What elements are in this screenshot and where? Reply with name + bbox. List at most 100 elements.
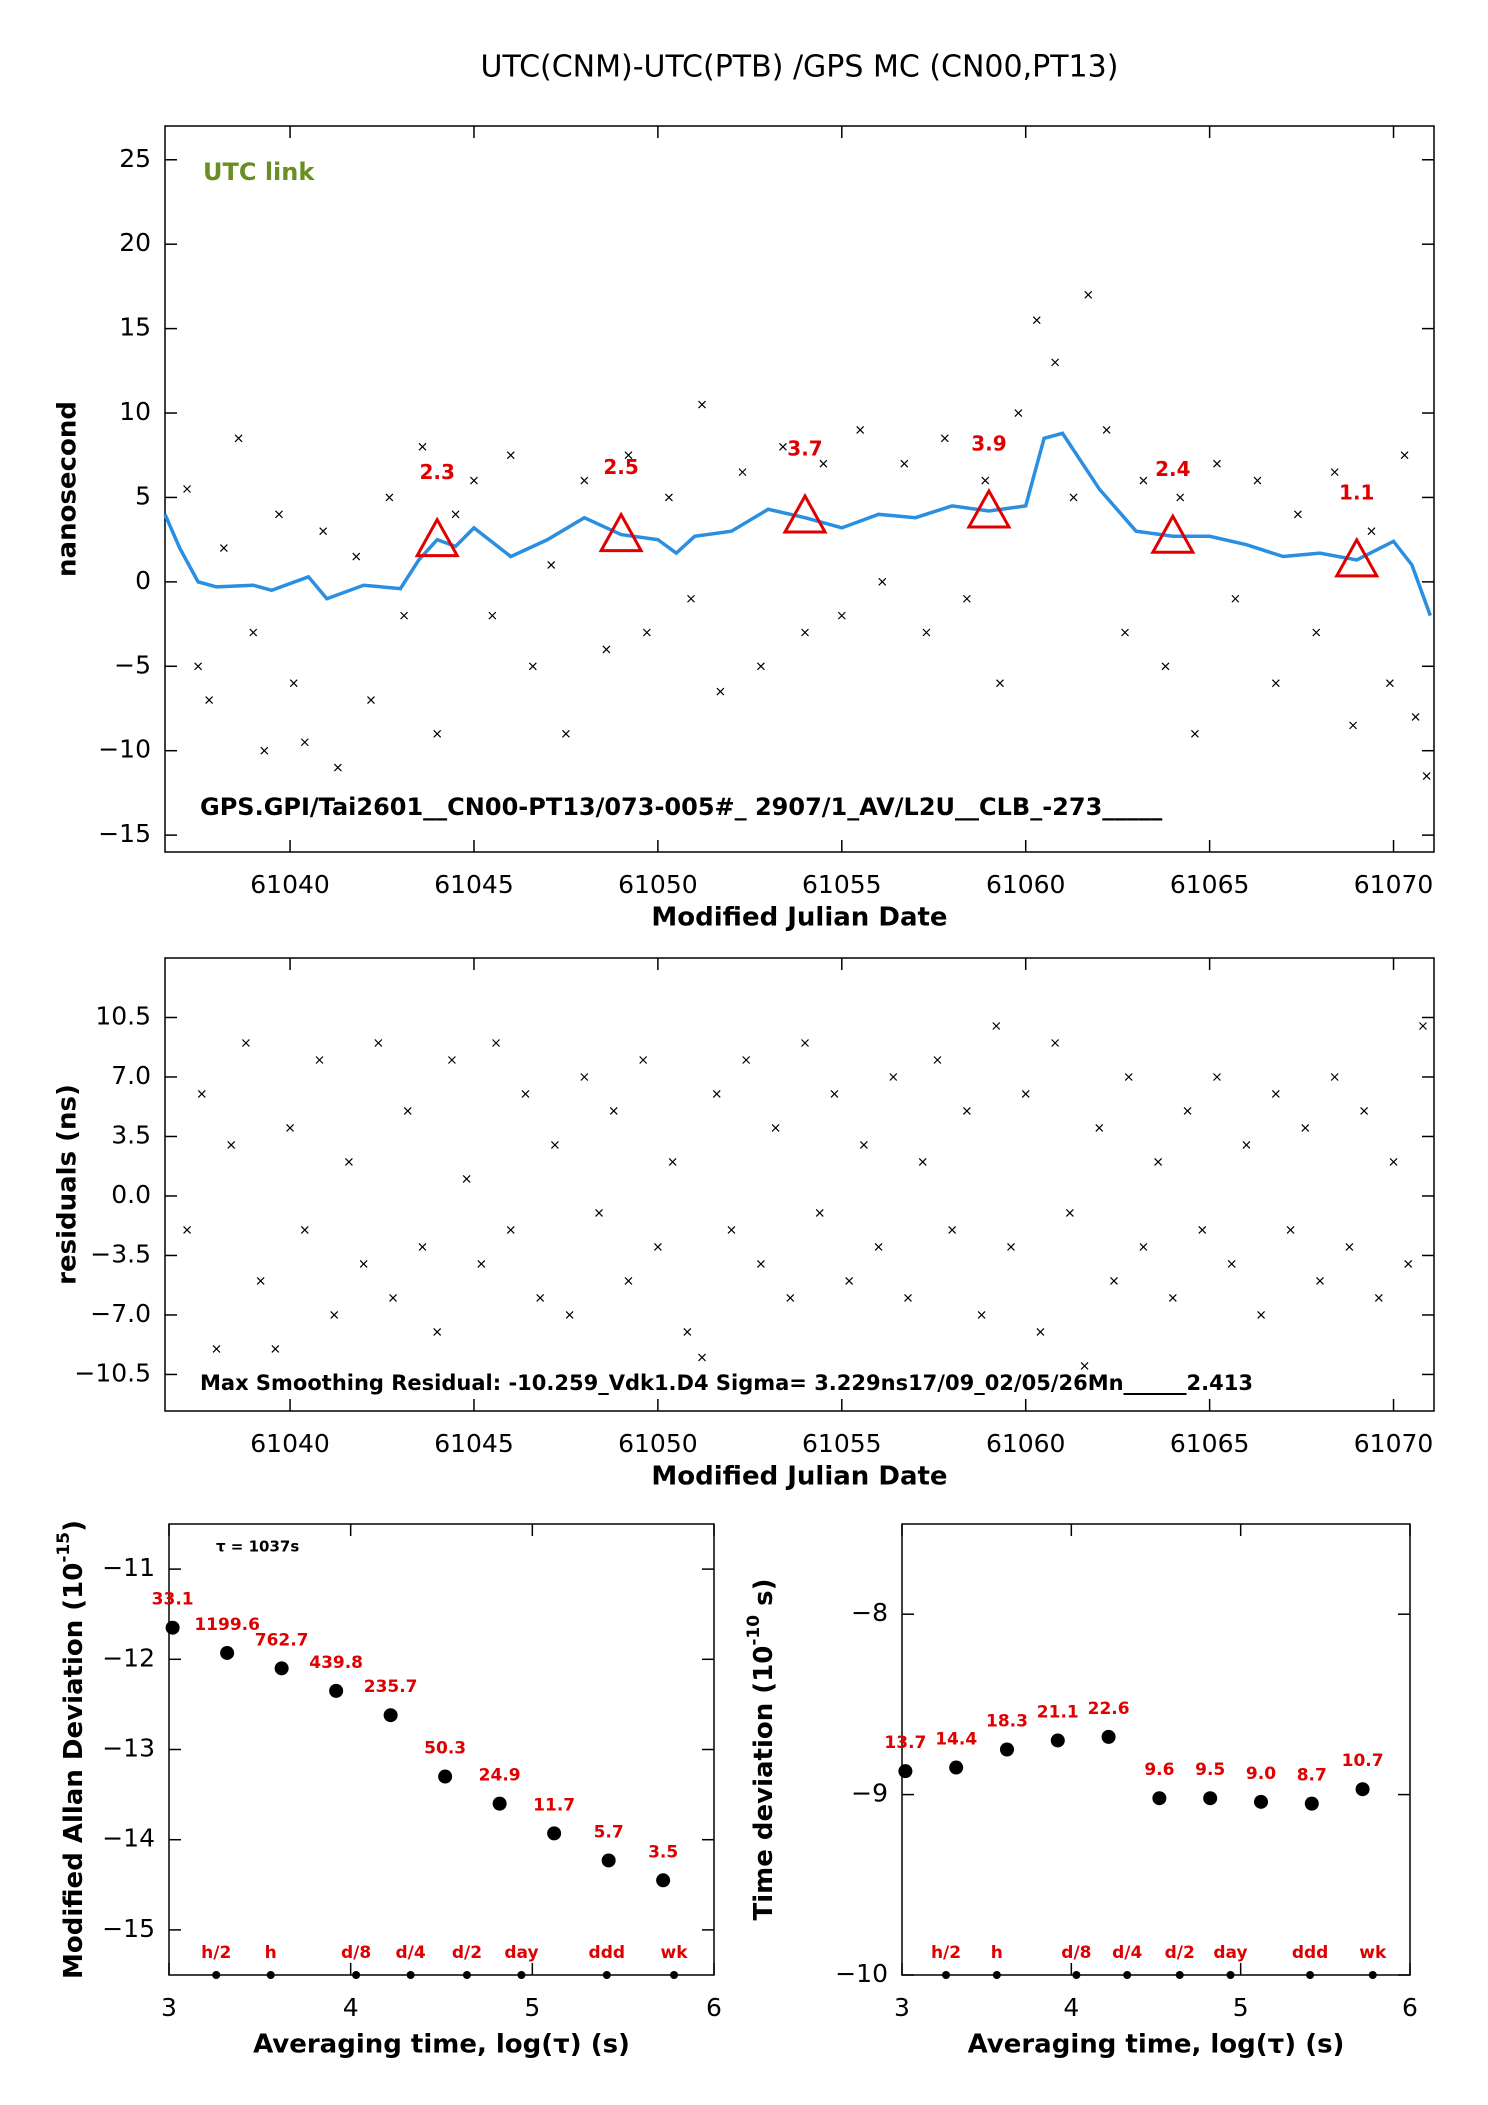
data-point: [698, 400, 706, 409]
point-label: 50.3: [424, 1739, 466, 1759]
data-point: [878, 577, 887, 586]
x-tick-label: 6: [706, 1993, 722, 2022]
data-point: [1231, 594, 1240, 603]
point-label: 235.7: [364, 1677, 418, 1697]
reference-time: [266, 1971, 275, 1979]
data-point: [330, 1311, 339, 1319]
data-point: [698, 1353, 706, 1362]
data-point: [234, 434, 243, 443]
smoothed-line: [163, 431, 1432, 617]
data-point: [1036, 1328, 1045, 1336]
data-point: [889, 1073, 898, 1081]
data-point: [819, 459, 828, 468]
data-point: [1139, 1243, 1148, 1251]
reference-time: [1306, 1971, 1315, 1979]
data-point: [918, 1158, 927, 1166]
data-point: [1271, 679, 1280, 688]
point-label: 10.7: [1342, 1751, 1384, 1771]
triangle-marker: [414, 516, 460, 558]
data-point: [1183, 1107, 1192, 1115]
triangle-marker: [966, 487, 1012, 529]
data-point: [521, 1090, 530, 1098]
data-point: [1404, 1260, 1413, 1268]
data-point: [1389, 1158, 1398, 1166]
data-point: [197, 1090, 206, 1098]
data-point: [352, 552, 361, 561]
y-tick-label: −15: [102, 1914, 155, 1943]
point-label: 1199.6: [194, 1615, 260, 1635]
reference-label: d/2: [1165, 1943, 1195, 1963]
data-point: [506, 1226, 515, 1234]
data-point: [212, 1345, 221, 1353]
data-point: [977, 1311, 986, 1319]
data-point: [727, 1226, 736, 1234]
data-point: [447, 1056, 456, 1064]
data-point: [580, 1073, 589, 1081]
data-point: [1293, 510, 1302, 519]
data-point: [227, 1141, 236, 1149]
reference-time: [1123, 1971, 1132, 1979]
y-tick-label: −13: [102, 1734, 155, 1763]
deviation-point: [949, 1760, 964, 1775]
y-tick-label: −14: [102, 1824, 155, 1853]
data-point: [683, 1328, 692, 1336]
data-point: [1102, 425, 1111, 434]
point-label: 22.6: [1088, 1699, 1130, 1719]
reference-time: [517, 1971, 526, 1979]
annotation: Max Smoothing Residual: -10.259_Vdk1.D4 …: [200, 1371, 1253, 1395]
data-point: [1419, 1022, 1427, 1030]
deviation-point: [656, 1873, 671, 1888]
data-point: [1069, 493, 1078, 502]
reference-label: d/4: [1112, 1943, 1142, 1963]
data-point: [845, 1277, 854, 1285]
data-point: [462, 1175, 471, 1183]
deviation-point: [1355, 1782, 1370, 1797]
data-point: [1080, 1362, 1089, 1370]
x-tick-label: 61050: [618, 870, 698, 899]
data-point: [900, 459, 909, 468]
y-tick-label: 0.0: [111, 1180, 151, 1209]
y-axis-title: Modified Allan Deviation (10-15): [54, 1520, 89, 1979]
data-point: [1198, 1226, 1207, 1234]
plot-frame: [164, 957, 1435, 1412]
data-point: [183, 485, 191, 493]
data-point: [712, 1090, 721, 1098]
triangle-marker: [1334, 536, 1380, 578]
y-tick-label: 7.0: [111, 1061, 151, 1090]
data-point: [1227, 1260, 1236, 1268]
deviation-point: [1101, 1729, 1116, 1744]
data-point: [451, 510, 460, 519]
deviation-point: [1152, 1791, 1167, 1806]
y-tick-label: −10.5: [74, 1358, 151, 1387]
marker-label: 1.1: [1339, 480, 1374, 504]
x-tick-label: 61040: [250, 1429, 330, 1458]
plot-frame: [901, 1523, 1411, 1976]
data-point: [801, 1039, 809, 1047]
reference-time: [352, 1971, 361, 1979]
reference-label: d/4: [396, 1943, 426, 1963]
data-point: [859, 1141, 868, 1149]
y-axis-title-exponent: -15: [54, 1532, 74, 1563]
deviation-point: [165, 1620, 180, 1635]
data-point: [1330, 1073, 1339, 1081]
data-point: [418, 1243, 427, 1251]
reference-label: h/2: [931, 1943, 961, 1963]
y-axis-title: nanosecond: [53, 401, 83, 577]
x-tick-label: 61060: [986, 1429, 1066, 1458]
data-point: [1330, 468, 1339, 477]
marker-label: 3.7: [787, 437, 822, 461]
reference-label: d/8: [1061, 1943, 1091, 1963]
data-point: [904, 1294, 912, 1302]
data-point: [433, 1328, 442, 1336]
y-tick-label: 5: [135, 481, 151, 510]
x-tick-label: 61055: [802, 870, 882, 899]
data-point: [300, 738, 309, 747]
reference-time: [670, 1971, 679, 1979]
y-tick-label: 10: [119, 397, 151, 426]
data-point: [565, 1311, 574, 1319]
annotation: τ = 1037s: [216, 1538, 299, 1556]
data-point: [687, 594, 695, 603]
data-point: [271, 1345, 280, 1353]
data-point: [639, 1056, 648, 1064]
data-point: [716, 687, 725, 696]
